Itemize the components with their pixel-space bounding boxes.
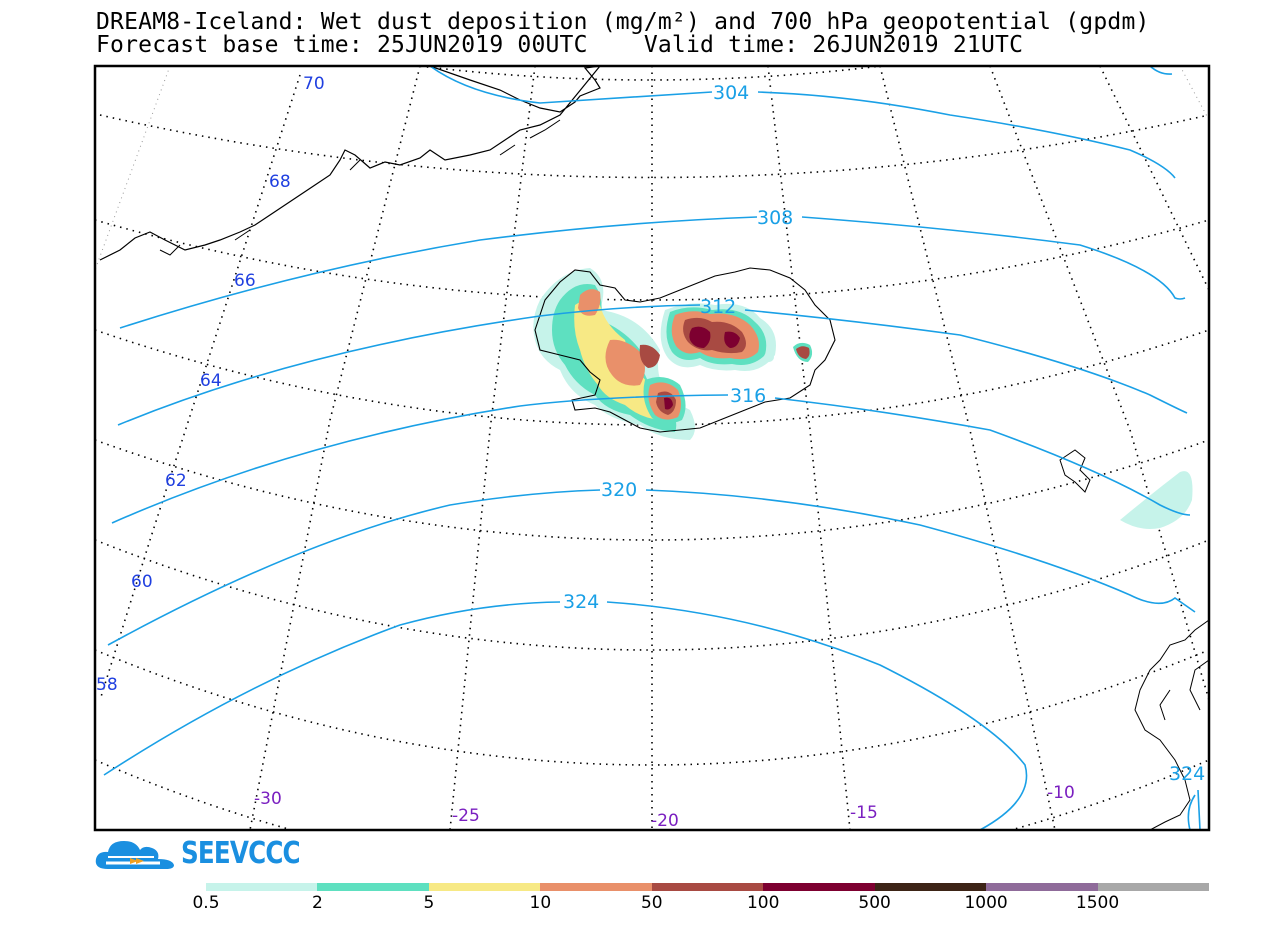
longitude-label-15w: -15 <box>850 803 878 823</box>
contour-label-324: 324 <box>563 591 599 613</box>
contour-label-312: 312 <box>700 296 736 318</box>
legend-tick-label: 100 <box>746 893 780 913</box>
cloud-icon <box>95 841 174 869</box>
geopotential-contours <box>103 66 1201 830</box>
greenland-fjords <box>159 119 561 256</box>
longitude-gridlines <box>99 66 1209 830</box>
latitude-label-58: 58 <box>96 675 118 695</box>
iceland-coastline <box>534 267 836 433</box>
latitude-label-64: 64 <box>200 371 222 391</box>
legend-tick-label: 500 <box>858 893 891 913</box>
legend-tick-label: 50 <box>640 893 663 913</box>
longitude-label-20w: -20 <box>651 811 679 831</box>
legend-tick-label: 10 <box>529 893 552 913</box>
contour-label-304: 304 <box>713 82 749 104</box>
legend-tick-label: 1500 <box>1075 893 1120 913</box>
latitude-label-66: 66 <box>234 271 256 291</box>
latitude-label-68: 68 <box>269 172 291 192</box>
legend-swatch <box>206 883 318 891</box>
latitude-gridlines <box>95 66 1209 830</box>
longitude-label-30w: -30 <box>254 789 282 809</box>
legend-swatch <box>317 883 429 891</box>
scandinavia-coastline <box>1134 619 1209 830</box>
logo-text: SEEVCCC <box>181 836 301 871</box>
latitude-label-70: 70 <box>303 74 325 94</box>
legend-swatch <box>874 883 987 891</box>
legend-swatch <box>986 883 1098 891</box>
map-frame <box>93 64 1211 832</box>
legend-swatch <box>1097 883 1209 891</box>
greenland-coastline <box>99 66 601 261</box>
faroe-islands <box>1059 449 1091 493</box>
legend-tick-label: 0.5 <box>192 893 220 913</box>
latitude-label-60: 60 <box>131 572 153 592</box>
legend-tick-label: 5 <box>423 893 435 913</box>
contour-label-324-edge: 324 <box>1169 763 1205 785</box>
map-title: DREAM8-Iceland: Wet dust deposition (mg/… <box>96 9 1150 35</box>
legend-tick-label: 2 <box>312 893 323 913</box>
wet-dust-deposition-field <box>533 268 1193 529</box>
contour-label-308: 308 <box>757 207 793 229</box>
legend-swatch <box>540 883 652 891</box>
outer-gridlines <box>95 66 1209 271</box>
color-legend <box>206 883 1209 891</box>
legend-tick-label: 1000 <box>964 893 1008 913</box>
legend-swatch <box>651 883 764 891</box>
longitude-label-25w: -25 <box>452 806 480 826</box>
longitude-label-10w: -10 <box>1047 783 1075 803</box>
legend-swatch <box>763 883 875 891</box>
latitude-label-62: 62 <box>165 471 187 491</box>
map-content <box>95 66 1209 830</box>
contour-label-320: 320 <box>601 479 637 501</box>
forecast-times: Forecast base time: 25JUN2019 00UTC Vali… <box>96 32 1024 58</box>
legend-swatch <box>428 883 541 891</box>
contour-label-316: 316 <box>730 385 766 407</box>
